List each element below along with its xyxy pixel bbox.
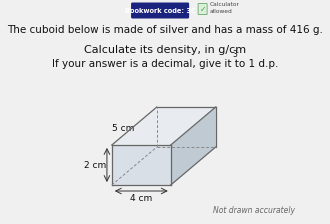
Text: Not drawn accurately: Not drawn accurately (213, 205, 295, 215)
Text: 4 cm: 4 cm (130, 194, 152, 202)
Text: If your answer is a decimal, give it to 1 d.p.: If your answer is a decimal, give it to … (52, 59, 278, 69)
Text: .: . (236, 45, 240, 55)
Polygon shape (171, 107, 216, 185)
Polygon shape (112, 145, 171, 185)
Text: 3: 3 (233, 50, 238, 59)
Text: 2 cm: 2 cm (84, 161, 107, 170)
Polygon shape (112, 107, 216, 145)
Text: Bookwork code: 3C: Bookwork code: 3C (125, 8, 196, 14)
Text: The cuboid below is made of silver and has a mass of 416 g.: The cuboid below is made of silver and h… (7, 25, 323, 35)
Text: Calculate its density, in g/cm: Calculate its density, in g/cm (84, 45, 246, 55)
FancyBboxPatch shape (131, 2, 189, 19)
Text: Calculator
allowed: Calculator allowed (210, 2, 240, 14)
FancyBboxPatch shape (198, 4, 207, 15)
Text: 5 cm: 5 cm (112, 123, 134, 133)
Text: ✓: ✓ (199, 5, 206, 14)
